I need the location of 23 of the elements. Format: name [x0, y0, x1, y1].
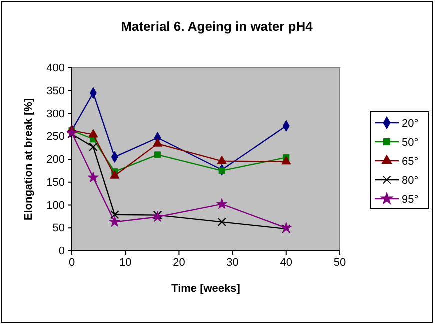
x-tick-label: 0 — [68, 256, 76, 269]
y-tick-label: 50 — [52, 222, 65, 235]
x-axis-title: Time [weeks] — [172, 283, 241, 295]
legend-label: 95° — [402, 194, 419, 206]
y-axis-title: Elongation at break [%] — [23, 98, 35, 221]
legend-label: 65° — [402, 156, 419, 168]
y-tick-label: 400 — [46, 62, 65, 75]
y-tick-label: 250 — [46, 131, 65, 144]
y-tick-label: 150 — [46, 176, 65, 189]
chart-title: Material 6. Ageing in water pH4 — [121, 19, 314, 34]
legend-label: 80° — [402, 175, 419, 187]
x-tick-label: 40 — [280, 256, 293, 269]
x-tick-label: 10 — [119, 256, 132, 269]
x-tick-label: 30 — [226, 256, 239, 269]
legend-label: 20° — [402, 118, 419, 130]
y-tick-label: 200 — [46, 154, 65, 166]
y-tick-label: 350 — [46, 85, 65, 98]
x-tick-label: 50 — [334, 256, 346, 269]
y-tick-label: 0 — [58, 246, 65, 258]
x-tick-label: 20 — [173, 256, 186, 269]
y-tick-label: 300 — [46, 108, 65, 120]
legend-label: 50° — [402, 137, 419, 149]
y-tick-label: 100 — [46, 200, 65, 212]
